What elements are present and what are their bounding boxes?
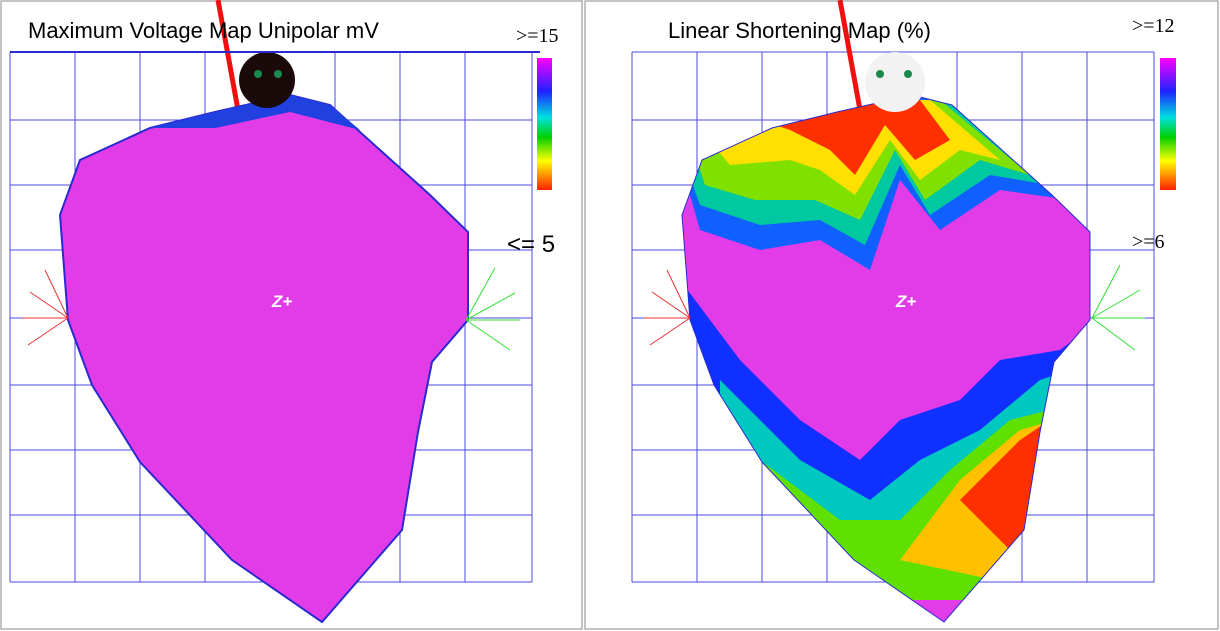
catheter-tip: [239, 52, 295, 108]
scale-min: <= 5: [507, 231, 555, 258]
scale-min: >=6: [1132, 231, 1165, 253]
scale-max: >=15: [516, 25, 559, 47]
color-scale: [1160, 58, 1176, 190]
catheter-tip: [865, 52, 925, 112]
axis-label: Z+: [271, 292, 292, 311]
axis-label: Z+: [895, 292, 916, 311]
color-scale: [537, 58, 552, 190]
panel-title: Linear Shortening Map (%): [668, 18, 931, 43]
figure: Maximum Voltage Map Unipolar mV >=15 <= …: [0, 0, 1220, 631]
panel-title: Maximum Voltage Map Unipolar mV: [28, 18, 379, 43]
scale-max: >=12: [1132, 15, 1175, 37]
